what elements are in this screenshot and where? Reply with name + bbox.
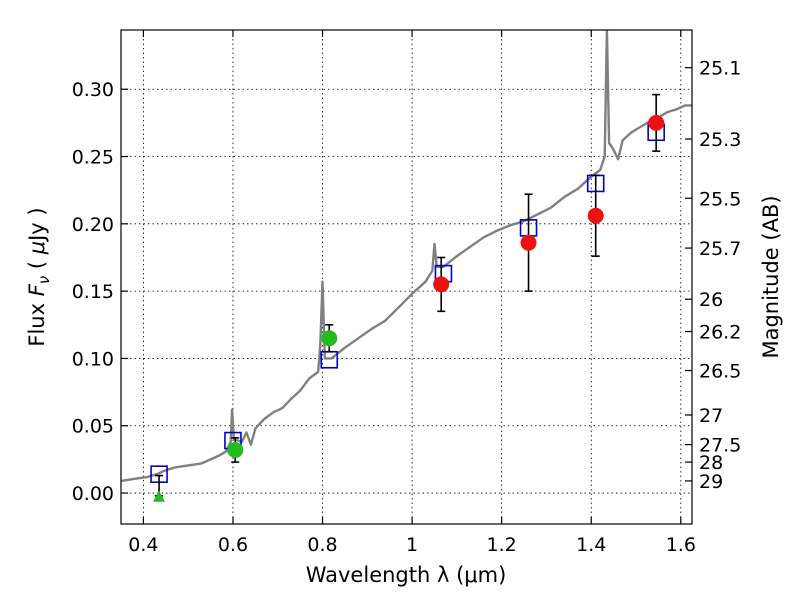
y-label-part-e: μ — [25, 241, 49, 255]
mag-tick-label-6: 26.5 — [699, 361, 741, 383]
mag-tick-label-3: 25.7 — [699, 238, 741, 260]
y-label-part-c: ν — [35, 276, 53, 284]
y-tick-label-0: 0.00 — [72, 483, 114, 505]
mag-tick-label-8: 27.5 — [699, 435, 741, 457]
y-axis-right-label: Magnitude (AB) — [759, 195, 783, 358]
y-label-part-f: Jy ) — [25, 207, 49, 243]
plot-frame — [120, 29, 693, 525]
x-tick-label-3: 1 — [406, 534, 418, 556]
x-tick-label-0: 0.4 — [128, 534, 158, 556]
x-axis-label: Wavelength λ (μm) — [306, 563, 507, 587]
x-tick-label-5: 1.4 — [576, 534, 606, 556]
plot-content — [121, 30, 692, 502]
grid — [121, 30, 692, 524]
y-label-part-a: Flux — [25, 296, 49, 346]
y-label-part-b: F — [25, 283, 49, 296]
x-tick-label-1: 0.6 — [218, 534, 248, 556]
mag-tick-label-1: 25.3 — [699, 129, 741, 151]
green-point-0 — [227, 441, 244, 458]
green-point-1 — [321, 330, 338, 347]
red-point-2 — [587, 207, 604, 224]
y-tick-label-6: 0.30 — [72, 79, 114, 101]
spectrum-line — [121, 30, 692, 483]
mag-tick-label-9: 28 — [699, 452, 723, 474]
red-point-1 — [520, 234, 537, 251]
green-upper-limit-0 — [153, 490, 166, 502]
mag-tick-label-7: 27 — [699, 405, 723, 427]
y-tick-label-1: 0.05 — [72, 416, 114, 438]
mag-tick-label-2: 25.5 — [699, 188, 741, 210]
y-tick-label-2: 0.10 — [72, 348, 114, 370]
ticks: 0.4 0.6 0.8 1 1.2 1.4 1.6 0.00 0.05 0.10 0.15 0.20 0… — [72, 30, 741, 556]
y-tick-label-4: 0.20 — [72, 214, 114, 236]
red-point-0 — [433, 276, 450, 293]
mag-tick-label-4: 26 — [699, 289, 723, 311]
y-tick-label-3: 0.15 — [72, 281, 114, 303]
y-axis-left-label: Flux Fν ( μJy ) — [25, 207, 53, 346]
x-tick-label-4: 1.2 — [487, 534, 517, 556]
x-tick-label-2: 0.8 — [307, 534, 337, 556]
mag-tick-label-5: 26.2 — [699, 322, 741, 344]
x-tick-label-6: 1.6 — [666, 534, 696, 556]
mag-tick-label-0: 25.1 — [699, 58, 741, 80]
y-label-part-d: ( — [25, 254, 49, 276]
mag-tick-label-10: 29 — [699, 471, 723, 493]
y-tick-label-5: 0.25 — [72, 147, 114, 169]
red-point-3 — [648, 114, 665, 131]
